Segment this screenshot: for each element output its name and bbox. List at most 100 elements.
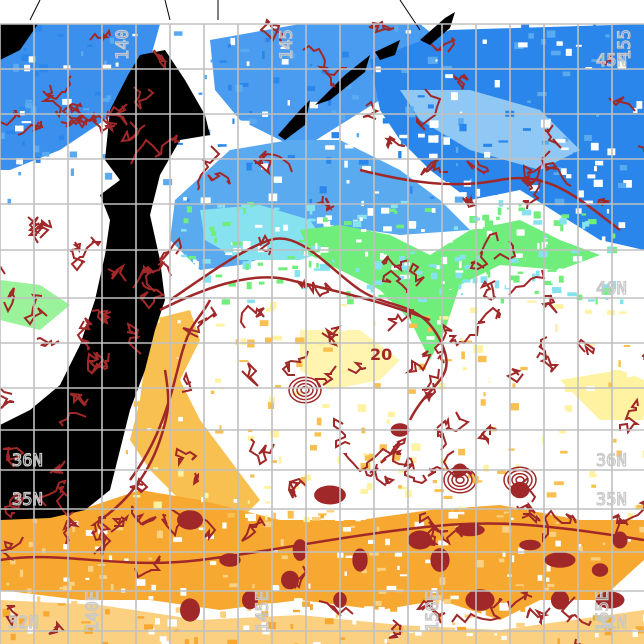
data-speck [626,482,631,490]
data-speck [518,42,528,48]
data-speck [429,153,438,159]
data-speck [329,569,340,575]
data-speck [458,260,462,269]
data-speck [564,232,571,241]
data-speck [379,444,387,451]
data-speck [521,257,526,265]
data-speck [294,598,303,604]
data-speck [221,299,230,305]
data-speck [425,518,431,526]
isotherm-contour [416,88,442,131]
data-speck [102,64,112,70]
data-speck [432,595,443,600]
data-speck [230,242,234,245]
data-speck [214,378,222,383]
isotherm-contour [453,73,469,90]
data-speck [124,558,129,563]
data-speck [350,525,356,528]
isotherm-contour [196,145,221,191]
data-speck [230,37,236,46]
data-speck [104,172,113,180]
isotherm-contour [107,103,128,126]
data-speck [434,489,444,493]
data-speck [371,541,381,548]
isotherm-contour [128,299,212,481]
data-speck [294,270,300,278]
data-speck [84,551,95,557]
data-speck [616,450,622,457]
data-speck [351,282,360,287]
isotherm-contour [40,84,63,119]
data-speck [421,464,425,471]
data-speck [319,186,327,194]
data-speck [401,246,410,249]
data-speck [373,280,383,285]
data-speck [18,641,28,644]
data-speck [310,604,313,611]
data-speck [271,585,280,591]
data-speck [222,522,227,529]
data-speck [153,467,158,471]
data-speck [596,113,599,117]
data-speck [309,208,313,215]
data-speck [392,450,401,458]
data-speck [538,251,548,258]
isotherm-contour [2,446,25,468]
data-speck [498,140,509,143]
warm-eddy [591,563,609,577]
data-speck [462,340,473,344]
data-speck [439,316,449,320]
data-speck [222,221,232,227]
warm-water-region [130,310,260,520]
data-speck [377,567,387,572]
data-speck [613,438,617,443]
data-speck [367,118,376,122]
data-speck [314,432,322,437]
isotherm-contour [287,477,307,499]
data-speck [427,56,438,64]
isotherm-contour [207,171,231,185]
data-speck [514,452,524,459]
data-speck [482,214,490,221]
data-speck [278,623,285,631]
data-speck [315,342,324,346]
isotherm-contour [536,336,560,373]
isotherm-contour [182,306,218,338]
lon-label-bottom: 145E [253,591,273,632]
data-speck [249,111,253,114]
data-speck [578,541,587,545]
data-speck [173,537,183,542]
data-speck [186,206,192,213]
data-speck [252,584,255,589]
data-speck [449,171,457,174]
data-speck [618,360,621,367]
data-speck [618,222,626,228]
data-speck [464,324,467,332]
data-speck [290,398,297,404]
warm-eddy [550,590,570,610]
data-speck [557,638,560,644]
warm-eddy [455,523,485,537]
data-speck [236,208,244,215]
data-speck [63,544,69,550]
data-speck [292,265,299,269]
data-speck [6,582,10,586]
data-speck [19,106,26,110]
data-speck [243,625,250,631]
data-speck [314,268,323,271]
isotherm-contour [0,536,24,561]
data-speck [310,234,317,239]
data-speck [362,453,369,456]
eddy-ring [455,476,465,484]
data-speck [623,345,631,347]
isotherm-contour [134,555,162,579]
data-speck [583,200,593,205]
data-speck [455,272,462,279]
data-speck [443,599,451,604]
eddy-ring [503,466,537,494]
data-speck [338,114,346,121]
data-speck [497,470,506,474]
isotherm-contour [181,371,193,393]
data-speck [280,46,290,49]
data-speck [222,574,228,578]
